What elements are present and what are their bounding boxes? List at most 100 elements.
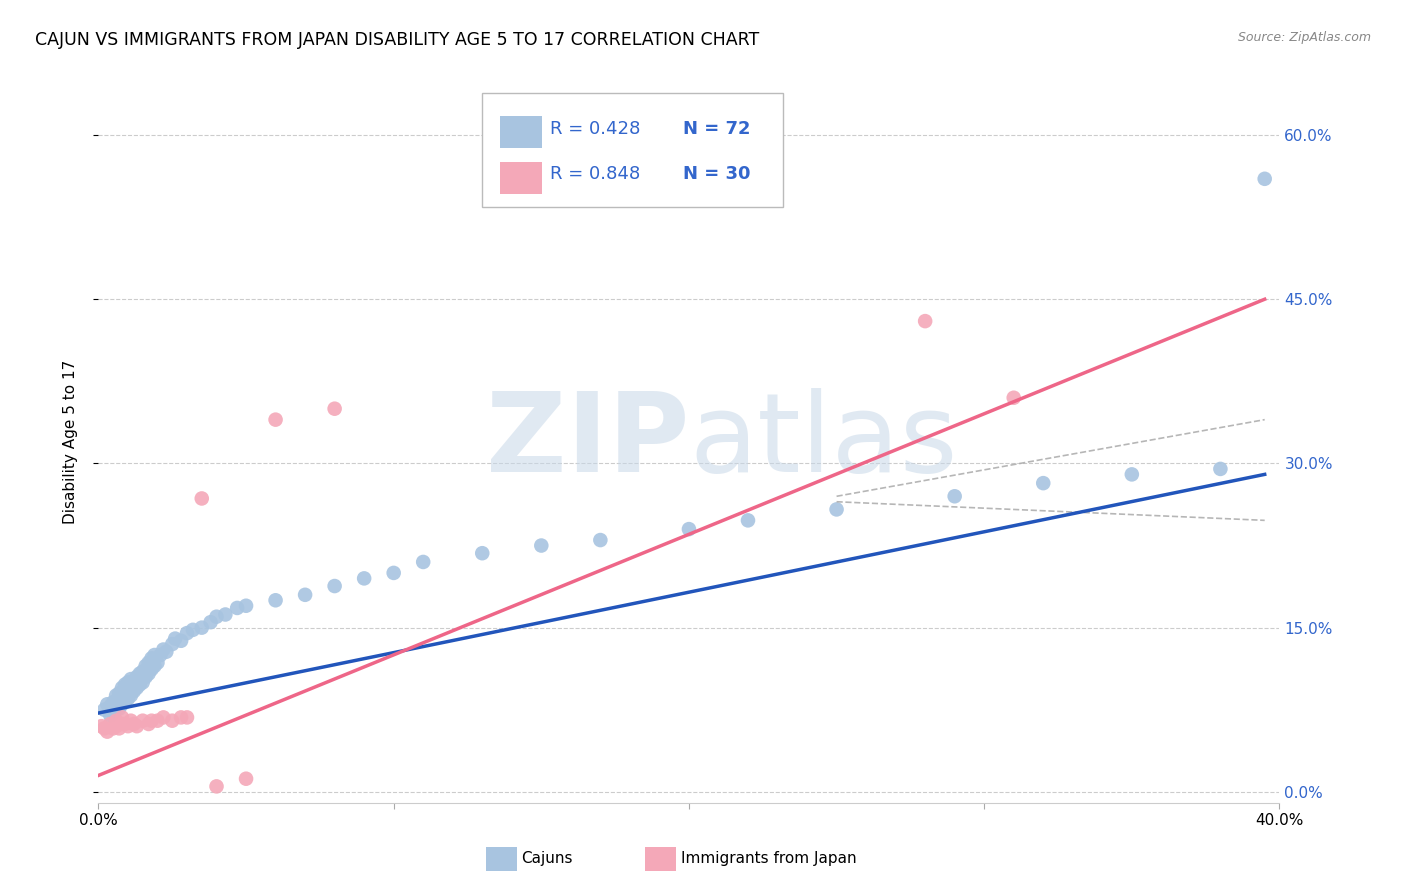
Text: Source: ZipAtlas.com: Source: ZipAtlas.com (1237, 31, 1371, 45)
Point (90, 719, 112, 733)
Point (96, 724, 118, 739)
Point (108, 722, 131, 736)
Point (170, 710, 193, 724)
Point (105, 689, 128, 703)
Point (191, 491, 214, 506)
Point (170, 633, 193, 648)
Point (323, 401, 346, 416)
Point (108, 691, 131, 706)
Point (122, 675, 145, 690)
Point (125, 719, 148, 733)
Point (105, 714, 128, 728)
Y-axis label: Disability Age 5 to 17: Disability Age 5 to 17 (63, 359, 77, 524)
Point (471, 546, 494, 560)
Point (108, 686, 131, 700)
Point (117, 684, 139, 698)
Point (162, 714, 183, 728)
Point (323, 579, 346, 593)
Point (120, 672, 142, 686)
Text: CAJUN VS IMMIGRANTS FROM JAPAN DISABILITY AGE 5 TO 17 CORRELATION CHART: CAJUN VS IMMIGRANTS FROM JAPAN DISABILIT… (35, 31, 759, 49)
Point (114, 677, 136, 691)
Point (114, 695, 136, 709)
Point (165, 632, 187, 646)
Point (120, 714, 142, 728)
Point (143, 648, 166, 662)
Point (141, 662, 163, 676)
Text: N = 72: N = 72 (683, 120, 751, 137)
Point (1254, 171, 1277, 186)
Point (943, 489, 966, 503)
Point (1209, 462, 1232, 476)
Point (589, 533, 612, 547)
Point (117, 719, 139, 733)
Point (111, 681, 134, 695)
Text: ZIP: ZIP (485, 388, 689, 495)
Point (162, 637, 183, 651)
Text: Immigrants from Japan: Immigrants from Japan (681, 851, 856, 866)
Point (152, 642, 174, 657)
Point (138, 717, 160, 731)
Point (120, 689, 142, 703)
Point (135, 670, 157, 684)
Point (98, 699, 121, 714)
Point (98, 717, 121, 731)
Point (122, 717, 145, 731)
FancyBboxPatch shape (501, 162, 543, 194)
Point (353, 571, 375, 585)
Point (1121, 467, 1143, 482)
Point (117, 675, 139, 690)
Point (235, 772, 257, 786)
Point (155, 645, 177, 659)
Point (138, 656, 160, 670)
FancyBboxPatch shape (482, 93, 783, 207)
FancyBboxPatch shape (501, 117, 543, 148)
Point (111, 710, 134, 724)
Point (205, 780, 228, 794)
Text: R = 0.428: R = 0.428 (550, 120, 640, 137)
Point (132, 714, 155, 728)
Point (93, 722, 115, 736)
Point (264, 412, 287, 426)
Point (111, 717, 134, 731)
Point (146, 714, 169, 728)
Point (152, 710, 174, 724)
Point (105, 703, 128, 717)
Point (105, 698, 128, 712)
Point (141, 651, 163, 665)
Point (122, 684, 145, 698)
Point (128, 677, 150, 691)
Point (103, 706, 125, 720)
Point (117, 691, 139, 706)
Point (530, 539, 553, 553)
Point (191, 621, 214, 635)
Point (214, 607, 236, 622)
Point (93, 703, 115, 717)
Point (143, 659, 166, 673)
Point (108, 701, 131, 715)
Point (226, 601, 249, 615)
Point (141, 714, 163, 728)
Point (125, 670, 148, 684)
Point (114, 717, 136, 731)
Point (825, 502, 848, 516)
Point (103, 695, 125, 709)
Point (294, 588, 316, 602)
Point (111, 689, 134, 703)
Point (105, 719, 128, 733)
Point (412, 555, 434, 569)
Point (120, 681, 142, 695)
Point (176, 710, 198, 724)
Point (235, 599, 257, 613)
Point (146, 656, 169, 670)
Text: N = 30: N = 30 (683, 165, 751, 183)
Point (111, 698, 134, 712)
Text: Cajuns: Cajuns (522, 851, 572, 866)
Point (98, 708, 121, 723)
Point (132, 675, 155, 690)
Text: R = 0.848: R = 0.848 (550, 165, 640, 183)
Point (114, 686, 136, 700)
Point (181, 623, 204, 637)
Point (125, 681, 148, 695)
Text: atlas: atlas (689, 388, 957, 495)
Point (1002, 391, 1025, 405)
